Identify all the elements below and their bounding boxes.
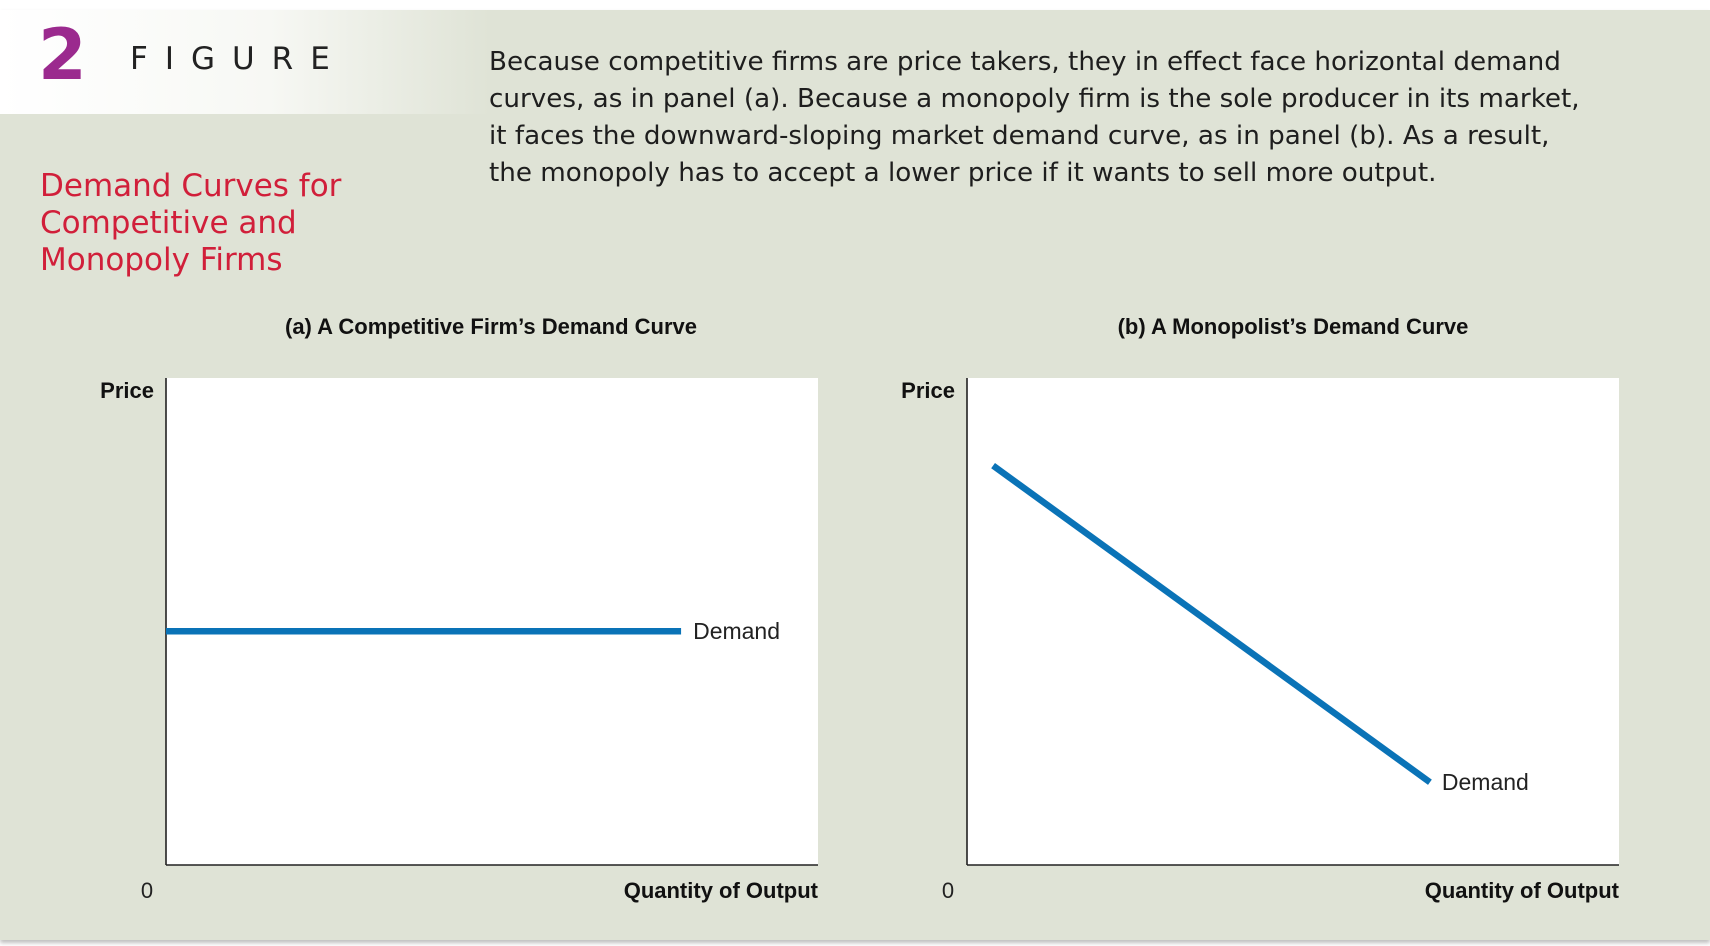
y-axis-label: Price xyxy=(100,378,154,403)
y-axis-label: Price xyxy=(901,378,955,403)
panel-title: (b) A Monopolist’s Demand Curve xyxy=(1118,314,1469,339)
origin-label: 0 xyxy=(942,878,954,903)
panel-title: (a) A Competitive Firm’s Demand Curve xyxy=(285,314,697,339)
demand-curve-label: Demand xyxy=(1442,769,1529,795)
figure-title: Demand Curves for Competitive and Monopo… xyxy=(40,168,342,278)
plot-area xyxy=(967,378,1619,865)
caption-line: the monopoly has to accept a lower price… xyxy=(489,158,1437,188)
caption-line: it faces the downward-sloping market dem… xyxy=(489,121,1550,151)
figure-label: FIGURE xyxy=(130,41,347,77)
origin-label: 0 xyxy=(141,878,153,903)
demand-curve-label: Demand xyxy=(693,618,780,644)
chart-panel-b: (b) A Monopolist’s Demand Curve Price Quan… xyxy=(901,314,1619,903)
x-axis-label: Quantity of Output xyxy=(624,878,819,903)
caption-line: curves, as in panel (a). Because a monop… xyxy=(489,84,1580,114)
plot-area xyxy=(166,378,818,865)
figure-header-tab xyxy=(0,10,490,114)
figure-number: 2 xyxy=(38,14,87,96)
caption-line: Because competitive firms are price take… xyxy=(489,47,1561,77)
x-axis-label: Quantity of Output xyxy=(1425,878,1620,903)
chart-panel-a: (a) A Competitive Firm’s Demand Curve Pri… xyxy=(100,314,818,903)
figure-caption: Because competitive firms are price take… xyxy=(489,44,1689,192)
demand-curve xyxy=(991,463,1432,785)
